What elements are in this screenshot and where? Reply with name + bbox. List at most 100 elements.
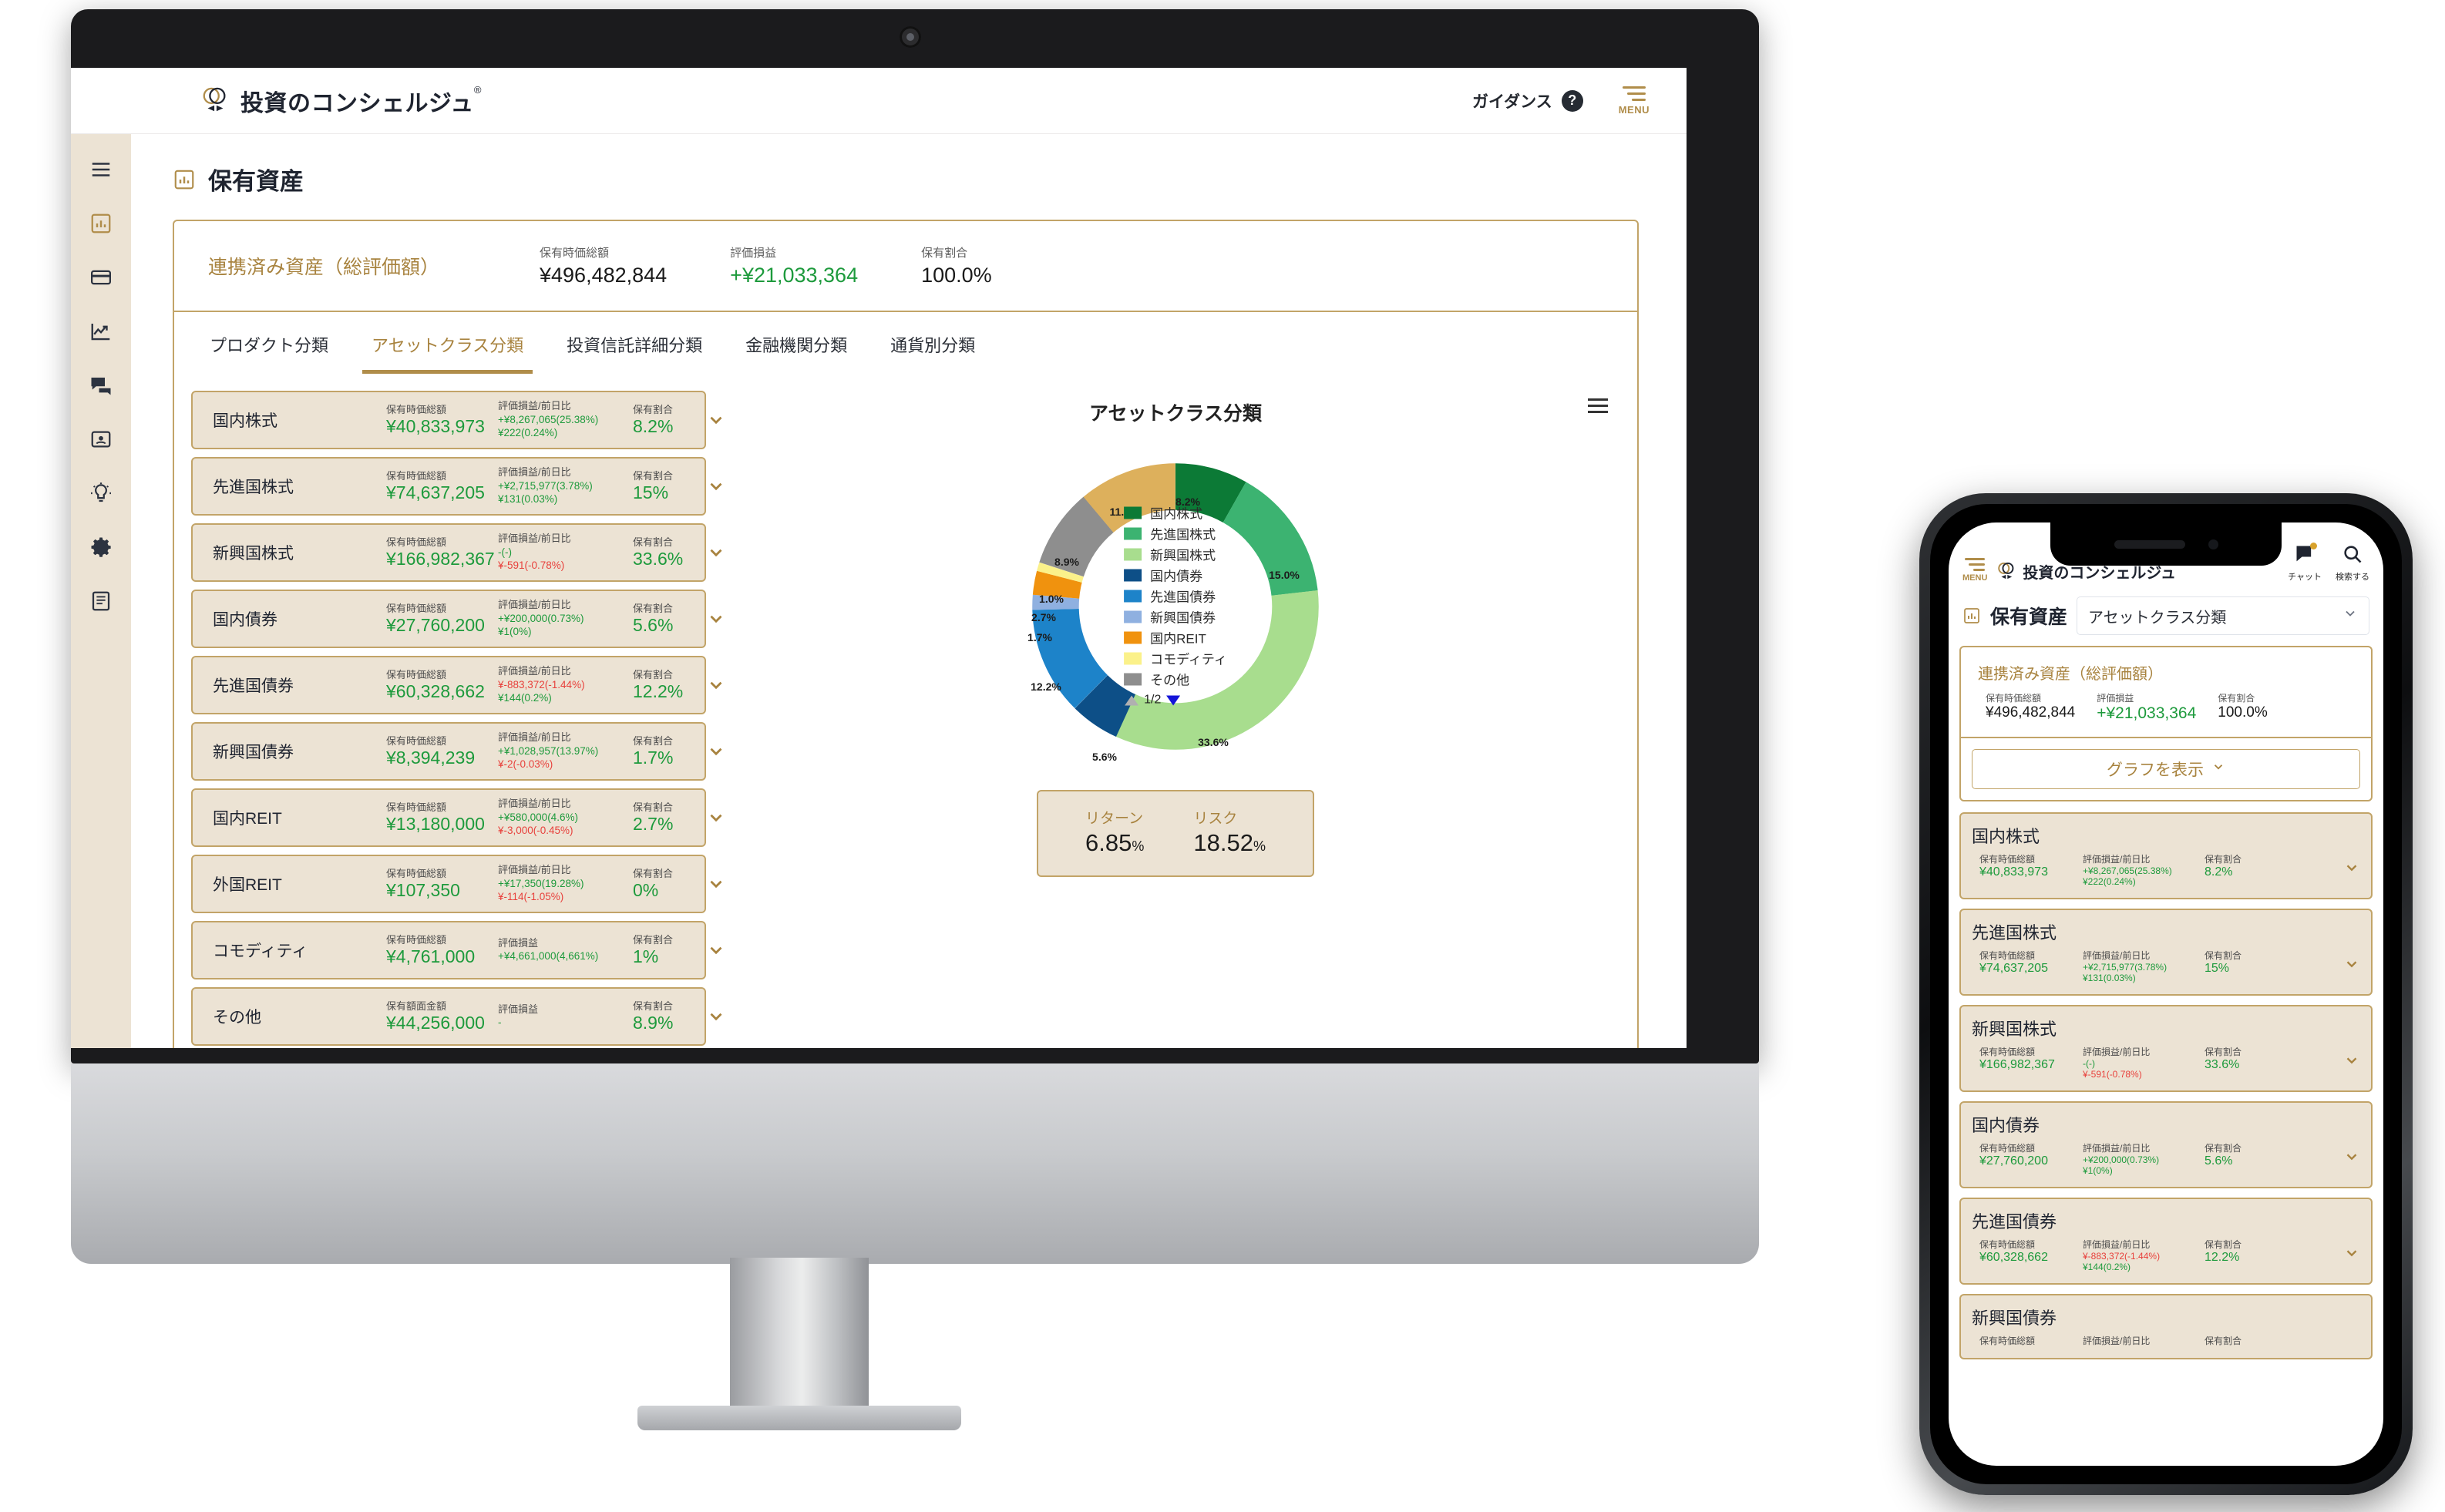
sidebar-item-wallet[interactable] [86,262,116,293]
chevron-down-icon[interactable] [706,410,726,430]
chevron-down-icon[interactable] [2343,859,2360,880]
chevron-down-icon[interactable] [706,874,726,894]
tab-currency[interactable]: 通貨別分類 [890,336,976,355]
chevron-down-icon[interactable] [2343,1148,2360,1169]
mobile-metric-total: 保有時価総額 ¥496,482,844 [1986,693,2076,721]
legend-label: 国内REIT [1150,631,1206,647]
list-item[interactable]: 新興国株式 保有時価総額 ¥166,982,367 評価損益/前日比 -(-) … [1959,1005,2373,1092]
mobile-search-button[interactable]: 検索する [2336,543,2369,583]
slice-label: 2.7% [1031,611,1056,623]
sidebar-item-menu[interactable] [86,154,116,185]
legend-item[interactable]: 国内REIT [1124,627,1227,648]
list-item[interactable]: 国内債券 保有時価総額 ¥27,760,200 評価損益/前日比 +¥200,0… [1959,1101,2373,1188]
classification-select[interactable]: アセットクラス分類 [2077,596,2369,635]
row-amount: 保有時価総額 ¥107,350 [386,867,460,900]
row-pl: 評価損益/前日比 +¥200,000(0.73%) ¥1(0%) [2083,1143,2160,1176]
chart-menu-icon[interactable] [1588,398,1608,413]
row-pl: 評価損益 +¥4,661,000(4,661%) [498,937,599,963]
help-icon[interactable]: ? [1561,89,1583,112]
summary-title: 連携済み資産（総評価額） [208,257,440,278]
row-amount: 保有時価総額 ¥60,328,662 [1979,1239,2048,1264]
risk-label: リスク [1193,811,1238,827]
legend-item[interactable]: 新興国株式 [1124,544,1227,565]
list-item[interactable]: 先進国株式 保有時価総額 ¥74,637,205 評価損益/前日比 +¥2,71… [1959,909,2373,996]
chevron-down-icon[interactable] [2343,1052,2360,1073]
tab-fund-detail[interactable]: 投資信託詳細分類 [567,336,703,355]
legend-item[interactable]: その他 [1124,669,1227,690]
menu-button[interactable]: MENU [1619,86,1650,116]
row-ratio: 保有割合 5.6% [2205,1143,2242,1168]
row-pl: 評価損益/前日比 [2083,1336,2151,1346]
mobile-brand-name: 投資のコンシェルジュ [2023,565,2176,582]
row-ratio: 保有割合 0% [633,867,674,900]
chevron-down-icon[interactable] [706,940,726,960]
triangle-down-icon[interactable] [1166,695,1181,705]
chevron-down-icon[interactable] [706,543,726,563]
legend-item[interactable]: 先進国債券 [1124,586,1227,606]
table-row[interactable]: 国内債券 保有時価総額 ¥27,760,200 評価損益/前日比 +¥200,0… [191,590,722,648]
table-row[interactable]: コモディティ 保有時価総額 ¥4,761,000 評価損益 +¥4,661,00… [191,921,722,979]
chevron-down-icon[interactable] [2343,956,2360,976]
row-ratio: 保有割合 [2205,1336,2242,1346]
mobile-chat-button[interactable]: チャット [2288,543,2322,583]
row-amount: 保有時価総額 ¥74,637,205 [1979,950,2048,975]
mobile-menu-button[interactable]: MENU [1962,558,1987,583]
sidebar-item-assets[interactable] [86,208,116,239]
table-row[interactable]: 先進国債券 保有時価総額 ¥60,328,662 評価損益/前日比 ¥-883,… [191,656,722,714]
slice-label: 5.6% [1092,751,1117,763]
table-row[interactable]: 国内REIT 保有時価総額 ¥13,180,000 評価損益/前日比 +¥580… [191,788,722,847]
table-row[interactable]: 外国REIT 保有時価総額 ¥107,350 評価損益/前日比 +¥17,350… [191,855,722,913]
guidance-button[interactable]: ガイダンス ? [1472,89,1583,113]
chevron-down-icon[interactable] [706,741,726,761]
sidebar-item-reports[interactable] [86,586,116,617]
legend-label: その他 [1150,673,1190,688]
sidebar-item-performance[interactable] [86,316,116,347]
row-ratio: 保有割合 12.2% [2205,1239,2242,1264]
list-item[interactable]: 新興国債券 保有時価総額 評価損益/前日比 保有割合 [1959,1294,2373,1359]
app-header: 投資のコンシェルジュ ® ガイダンス ? MENU [71,68,1687,134]
tab-product[interactable]: プロダクト分類 [210,336,329,355]
table-row[interactable]: 新興国株式 保有時価総額 ¥166,982,367 評価損益/前日比 -(-) [191,523,722,582]
legend-item[interactable]: 国内債券 [1124,565,1227,586]
return-label: リターン [1085,811,1144,827]
chevron-down-icon[interactable] [706,808,726,828]
chevron-down-icon[interactable] [706,1006,726,1026]
sidebar-item-chat[interactable] [86,370,116,401]
chevron-down-icon[interactable] [706,476,726,496]
classification-select-value: アセットクラス分類 [2088,609,2227,627]
legend-item[interactable]: 新興国債券 [1124,606,1227,627]
legend-item[interactable]: コモディティ [1124,648,1227,669]
sidebar-item-profile[interactable] [86,424,116,455]
row-name: 国内債券 [213,611,277,629]
row-ratio: 保有割合 12.2% [633,668,684,701]
triangle-up-icon[interactable] [1125,695,1139,705]
table-row[interactable]: 新興国債券 保有時価総額 ¥8,394,239 評価損益/前日比 +¥1,028… [191,722,722,781]
slice-developed-bond [1032,463,1319,750]
metric-value: +¥21,033,364 [730,264,859,287]
sidebar-item-settings[interactable] [86,532,116,563]
list-item[interactable]: 先進国債券 保有時価総額 ¥60,328,662 評価損益/前日比 ¥-883,… [1959,1198,2373,1285]
table-row[interactable]: その他 保有額面金額 ¥44,256,000 評価損益 - [191,987,722,1046]
table-row[interactable]: 先進国株式 保有時価総額 ¥74,637,205 評価損益/前日比 +¥2,71… [191,457,722,516]
slice-label: 15.0% [1269,569,1300,581]
list-item[interactable]: 国内株式 保有時価総額 ¥40,833,973 評価損益/前日比 +¥8,267… [1959,812,2373,899]
legend-swatch [1124,590,1142,602]
legend-item[interactable]: 国内株式 [1124,502,1227,523]
chevron-down-icon[interactable] [706,675,726,695]
row-amount: 保有時価総額 ¥166,982,367 [386,536,495,569]
legend-swatch [1124,548,1142,560]
chevron-down-icon[interactable] [706,609,726,629]
front-camera-icon [2208,539,2218,549]
table-row[interactable]: 国内株式 保有時価総額 ¥40,833,973 評価損益/前日比 +¥8,267… [191,391,722,449]
chart-title-text: アセットクラス分類 [1088,403,1262,425]
tab-institution[interactable]: 金融機関分類 [745,336,848,355]
mobile-brand[interactable]: 投資のコンシェルジュ [1996,560,2176,583]
row-amount: 保有時価総額 ¥4,761,000 [386,933,476,966]
legend-pager: 1/2 [1124,690,1227,711]
chevron-down-icon[interactable] [2343,1245,2360,1265]
tab-asset-class[interactable]: アセットクラス分類 [350,312,545,374]
show-graph-button[interactable]: グラフを表示 [1972,749,2360,789]
sidebar-item-insights[interactable] [86,478,116,509]
brand-logo[interactable]: 投資のコンシェルジュ ® [200,84,481,118]
legend-item[interactable]: 先進国株式 [1124,523,1227,544]
